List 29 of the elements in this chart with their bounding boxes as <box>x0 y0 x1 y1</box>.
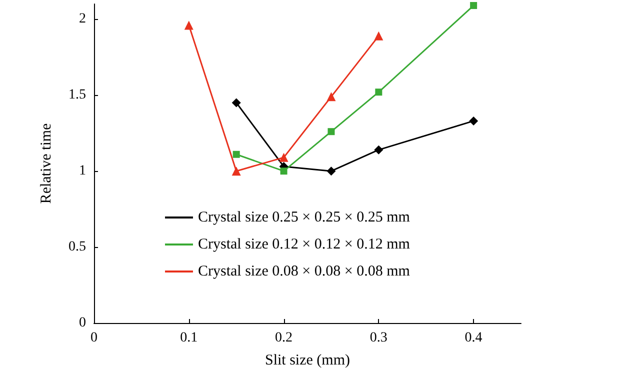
point <box>184 20 194 30</box>
point <box>375 88 382 96</box>
point <box>328 128 335 136</box>
y-tick-label: 1 <box>79 164 86 179</box>
legend-label: Crystal size 0.12 × 0.12 × 0.12 mm <box>198 236 410 252</box>
y-tick-label: 0 <box>79 316 86 330</box>
point <box>232 166 241 176</box>
x-tick-label: 0.1 <box>180 330 198 346</box>
x-tick-label: 0.4 <box>464 330 482 346</box>
point <box>232 150 240 158</box>
y-tick-label: 2 <box>79 12 86 27</box>
point <box>232 98 241 108</box>
y-tick-label: 0.5 <box>68 240 86 255</box>
point <box>469 116 478 126</box>
y-tick-label: 1.5 <box>68 88 86 103</box>
x-tick-label: 0 <box>90 330 98 346</box>
y-axis-title: Relative time <box>38 122 54 204</box>
point <box>280 168 288 175</box>
x-tick-label: 0.2 <box>275 330 293 346</box>
point <box>374 31 384 40</box>
x-axis-title: Slit size (mm) <box>265 352 350 368</box>
legend-label: Crystal size 0.25 × 0.25 × 0.25 mm <box>198 210 410 226</box>
x-tick-label: 0.3 <box>370 330 388 346</box>
point <box>470 2 478 10</box>
legend-label: Crystal size 0.08 × 0.08 × 0.08 mm <box>198 264 410 280</box>
point <box>326 166 336 176</box>
point <box>374 145 384 154</box>
point <box>279 152 288 162</box>
point <box>326 92 336 102</box>
